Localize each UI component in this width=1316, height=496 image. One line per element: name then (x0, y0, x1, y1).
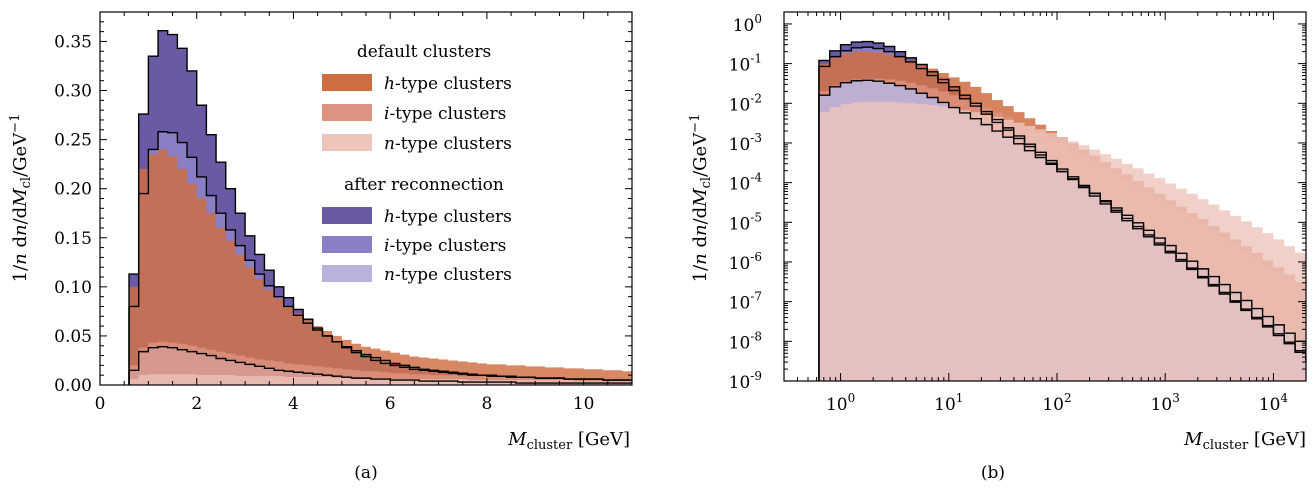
panel-b-x-tick-label: 102 (1042, 391, 1071, 415)
panel-a-x-tick-label: 6 (385, 394, 396, 414)
panel-a-y-tick-label: 0.15 (54, 229, 92, 249)
panel-a-y-tick-label: 0.20 (54, 180, 92, 200)
panel-b: 100 101 102 103 104 10-9 10-8 10-7 10-6 10-5 10-4 1… (688, 11, 1307, 483)
panel-b-y-tick-label: 100 (733, 12, 762, 36)
panel-a-axes: 0 2 4 6 8 10 0.00 0.05 0.10 0.15 0.20 0.25 0.30 0.35 (54, 11, 633, 414)
panel-b-y-tick-label: 10-3 (729, 131, 762, 155)
legend-after-h-swatch (322, 207, 372, 224)
panel-b-caption: (b) (981, 463, 1005, 483)
panel-a-caption: (a) (354, 463, 377, 483)
panel-b-frame (783, 11, 1307, 382)
legend-default-n-swatch (322, 134, 372, 151)
panel-a-fill-default-h-type-clusters (129, 149, 632, 385)
panel-b-y-tick-label: 10-7 (729, 290, 762, 314)
panel-a-plot-area (128, 29, 632, 385)
legend-after-h-label: h-type clusters (384, 207, 512, 227)
panel-a-y-axis-title: 1/n dn/dMcl/GeV−1 (8, 114, 34, 283)
panel-b-axes: 100 101 102 103 104 10-9 10-8 10-7 10-6 10-5 10-4 1… (729, 11, 1307, 415)
legend-default-h-label: h-type clusters (384, 74, 512, 94)
panel-b-y-tick-label: 10-1 (729, 52, 762, 76)
panel-a-y-tick-label: 0.10 (54, 278, 92, 298)
panel-b-x-tick-label: 103 (1151, 391, 1180, 415)
panel-b-x-tick-label: 101 (934, 391, 963, 415)
panel-a-y-tick-label: 0.30 (54, 82, 92, 102)
panel-b-y-tick-label: 10-6 (729, 250, 762, 274)
panel-a-y-tick-label: 0.35 (54, 32, 92, 52)
legend-header-default: default clusters (357, 42, 491, 62)
panel-b-y-tick-label: 10-4 (729, 171, 763, 195)
legend-header-after: after reconnection (344, 175, 504, 195)
panel-b-outline-after-n-type-clusters (818, 79, 1306, 381)
panel-b-y-tick-label: 10-9 (729, 369, 762, 393)
panel-a-x-tick-label: 0 (95, 394, 106, 414)
panel-b-y-axis-title: 1/n dn/dMcl/GeV−1 (688, 114, 714, 283)
panel-a-x-axis-title: Mcluster [GeV] (507, 429, 630, 453)
panel-b-y-tick-label: 10-2 (729, 91, 762, 115)
legend-after-i-swatch (322, 236, 372, 253)
legend-default-h-swatch (322, 74, 372, 91)
panel-a-x-tick-label: 10 (573, 394, 595, 414)
panel-a-fill-default-i-type-clusters (129, 341, 632, 385)
legend-after-n-swatch (322, 265, 372, 282)
panel-a-y-tick-label: 0.25 (54, 131, 92, 151)
panel-a: 0 2 4 6 8 100.000.050.100.150.200.250.300.35 … (8, 11, 633, 483)
panel-a-legend: default clusters h-type clusters i-type cl… (322, 42, 512, 285)
legend-after-i-label: i-type clusters (384, 236, 506, 256)
legend-default-n-label: n-type clusters (384, 134, 512, 154)
panel-a-x-tick-label: 2 (191, 394, 202, 414)
panel-a-y-tick-label: 0.00 (54, 376, 92, 396)
panel-b-y-tick-label: 10-8 (729, 329, 762, 353)
panel-b-plot-area (818, 40, 1306, 381)
panel-b-x-tick-label: 104 (1259, 391, 1289, 415)
panel-b-x-tick-label: 100 (826, 391, 855, 415)
panel-a-y-tick-label: 0.05 (54, 327, 92, 347)
panel-a-x-tick-label: 8 (481, 394, 492, 414)
panel-a-x-tick-label: 4 (288, 394, 299, 414)
legend-after-n-label: n-type clusters (384, 265, 512, 285)
panel-b-y-tick-label: 10-5 (729, 210, 762, 234)
legend-default-i-label: i-type clusters (384, 104, 506, 124)
legend-default-i-swatch (322, 104, 372, 121)
panel-a-outline-after-i-type-clusters (128, 131, 632, 385)
panel-b-fill-default-n-type-clusters (818, 101, 1306, 381)
panel-b-x-axis-title: Mcluster [GeV] (1183, 429, 1306, 453)
